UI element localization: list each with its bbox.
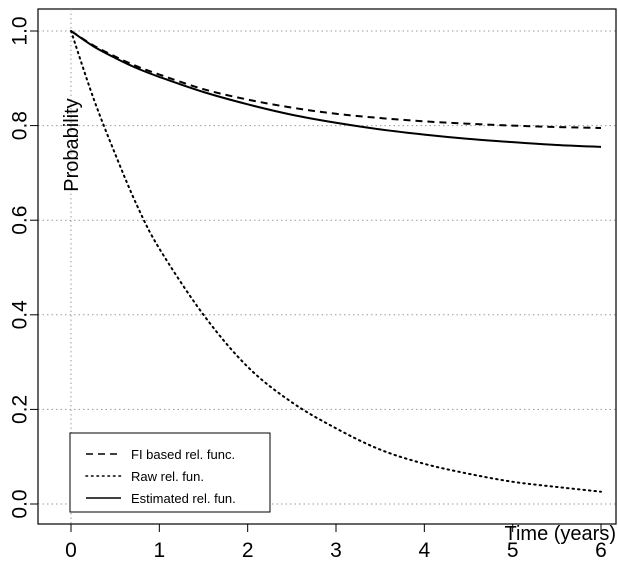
x-tick-label: 5 [507,539,519,562]
series-line-solid [70,30,602,148]
legend-box [69,432,271,513]
x-tick-label: 0 [65,539,77,562]
x-tick-label: 3 [330,539,342,562]
x-tick-label: 1 [153,539,165,562]
x-axis-label: Time (years) [505,523,616,545]
y-tick-label: 0.8 [9,111,32,140]
grid-lines [38,9,616,524]
x-tick-label: 4 [418,539,430,562]
y-tick-label: 0.6 [9,206,32,235]
legend: FI based rel. func. Raw rel. fun. Estimate… [69,432,271,513]
x-tick-label: 2 [242,539,254,562]
y-tick-label: 0.4 [9,300,32,330]
legend-label: Estimated rel. fun. [131,491,236,506]
legend-label: Raw rel. fun. [131,469,204,484]
y-axis: 0.0 0.2 0.4 0.6 0.8 1.0 [9,16,39,519]
y-tick-label: 1.0 [9,16,32,45]
y-tick-label: 0.0 [9,489,32,518]
series-line-dotted [70,30,602,493]
x-tick-label: 6 [595,539,607,562]
series-line-dashed [70,30,602,129]
legend-label: FI based rel. func. [131,447,235,462]
y-tick-label: 0.2 [9,395,32,424]
x-axis: 0 1 2 3 4 5 6 [65,523,607,562]
series-lines [70,30,602,493]
y-axis-label: Probability [61,98,83,191]
